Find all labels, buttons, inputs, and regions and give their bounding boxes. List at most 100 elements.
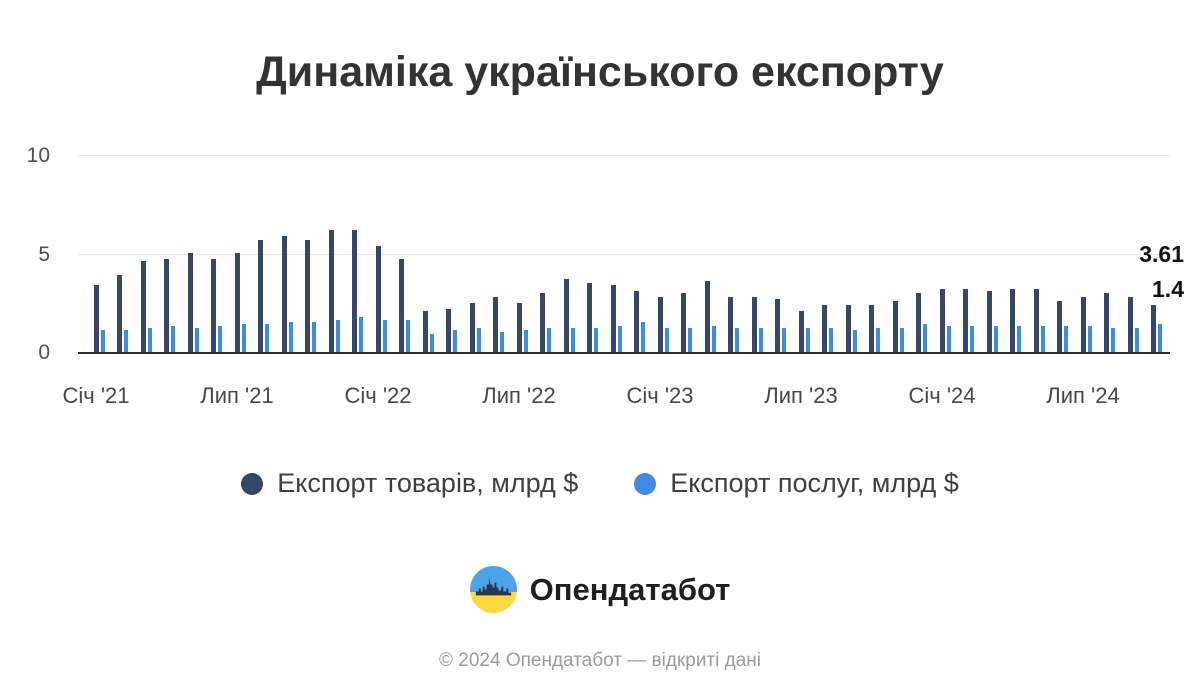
- goods-bar: [704, 281, 710, 352]
- goods-bar: [751, 297, 757, 352]
- services-bar: [993, 326, 998, 352]
- x-axis-line: [78, 352, 1170, 354]
- legend-item-services: Експорт послуг, млрд $: [634, 468, 959, 499]
- services-bar: [288, 322, 293, 352]
- services-bar: [406, 320, 410, 352]
- services-bar: [782, 328, 786, 352]
- services-bar: [1111, 328, 1115, 352]
- services-legend-label: Експорт послуг, млрд $: [670, 468, 959, 498]
- goods-bar: [493, 297, 498, 352]
- opendatabot-logo-text: Опендатабот: [529, 571, 731, 607]
- goods-bar: [1151, 305, 1156, 352]
- goods-bar: [587, 283, 592, 352]
- legend-item-goods: Експорт товарів, млрд $: [241, 468, 578, 499]
- goods-bar: [305, 240, 310, 352]
- services-bar: [923, 324, 927, 352]
- goods-bar: [869, 305, 874, 352]
- goods-bar: [1127, 297, 1133, 352]
- gridline: [78, 253, 1170, 255]
- goods-bar: [422, 311, 428, 352]
- services-bar: [1158, 324, 1162, 352]
- x-axis-label: Січ '21: [62, 383, 130, 408]
- goods-bar: [516, 303, 522, 352]
- goods-bar: [610, 285, 616, 352]
- services-bar: [829, 328, 833, 352]
- x-axis-label: Лип '22: [482, 383, 556, 408]
- y-axis-label: 5: [38, 242, 50, 266]
- goods-last-value-label: 3.61: [1139, 241, 1184, 267]
- services-bar: [876, 328, 880, 352]
- services-bar: [429, 334, 434, 352]
- services-bar: [335, 320, 340, 352]
- services-bar: [570, 328, 575, 352]
- y-axis-label: 0: [38, 341, 50, 364]
- goods-bar: [822, 305, 827, 352]
- services-bar: [218, 326, 222, 352]
- goods-bar: [634, 291, 639, 352]
- services-bar: [359, 317, 363, 352]
- goods-bar: [728, 297, 733, 352]
- services-bar: [1064, 326, 1068, 352]
- goods-bar: [657, 297, 663, 352]
- goods-bar: [446, 309, 451, 352]
- gridline: [78, 155, 1170, 156]
- services-bar: [946, 326, 951, 352]
- chart-legend: Експорт товарів, млрд $ Експорт послуг, …: [0, 468, 1200, 499]
- services-bar: [688, 328, 692, 352]
- x-axis-label: Січ '24: [908, 383, 976, 408]
- services-bar: [594, 328, 598, 352]
- goods-bar: [775, 299, 780, 352]
- y-axis-label: 10: [26, 144, 50, 167]
- goods-bar: [469, 303, 475, 352]
- services-bar: [1017, 326, 1021, 352]
- services-bar: [1087, 326, 1092, 352]
- opendatabot-logo-icon: [469, 566, 517, 613]
- opendatabot-branding: Опендатабот: [0, 566, 1200, 613]
- goods-bar: [1104, 293, 1109, 352]
- services-bar: [171, 326, 175, 352]
- services-bar: [1040, 326, 1045, 352]
- x-axis-label: Лип '24: [1046, 383, 1120, 408]
- goods-bar: [211, 259, 216, 352]
- services-bar: [124, 330, 128, 352]
- services-bar: [147, 328, 152, 352]
- services-bar: [711, 326, 716, 352]
- services-bar: [805, 328, 810, 352]
- services-bar: [500, 332, 504, 352]
- goods-legend-label: Експорт товарів, млрд $: [277, 468, 579, 498]
- logo-skyline-icon: [475, 577, 511, 596]
- services-bar: [453, 330, 457, 352]
- x-axis-label: Січ '23: [626, 383, 694, 408]
- services-bar: [664, 328, 669, 352]
- goods-bar: [540, 293, 545, 352]
- services-bar: [100, 330, 105, 352]
- services-bar: [547, 328, 551, 352]
- goods-bar: [563, 279, 569, 352]
- goods-bar: [963, 289, 968, 352]
- goods-bar: [798, 311, 804, 352]
- goods-bar: [234, 253, 240, 352]
- logo-blue-half: [469, 566, 517, 592]
- services-last-value-label: 1.4: [1152, 276, 1184, 302]
- services-bar: [617, 326, 622, 352]
- services-bar: [194, 328, 199, 352]
- services-bar: [899, 328, 904, 352]
- goods-bar: [140, 261, 146, 352]
- services-series-dot-icon: [634, 472, 657, 495]
- services-bar: [265, 324, 269, 352]
- x-axis-label: Лип '23: [764, 383, 838, 408]
- services-bar: [382, 320, 387, 352]
- goods-bar: [845, 305, 851, 352]
- services-bar: [758, 328, 763, 352]
- goods-bar: [352, 230, 357, 352]
- goods-bar: [681, 293, 686, 352]
- goods-bar: [1057, 301, 1062, 352]
- x-axis-label: Лип '21: [200, 383, 274, 408]
- services-bar: [241, 324, 246, 352]
- goods-bar: [1010, 289, 1015, 352]
- services-bar: [476, 328, 481, 352]
- goods-series-dot-icon: [241, 472, 264, 495]
- services-bar: [852, 330, 857, 352]
